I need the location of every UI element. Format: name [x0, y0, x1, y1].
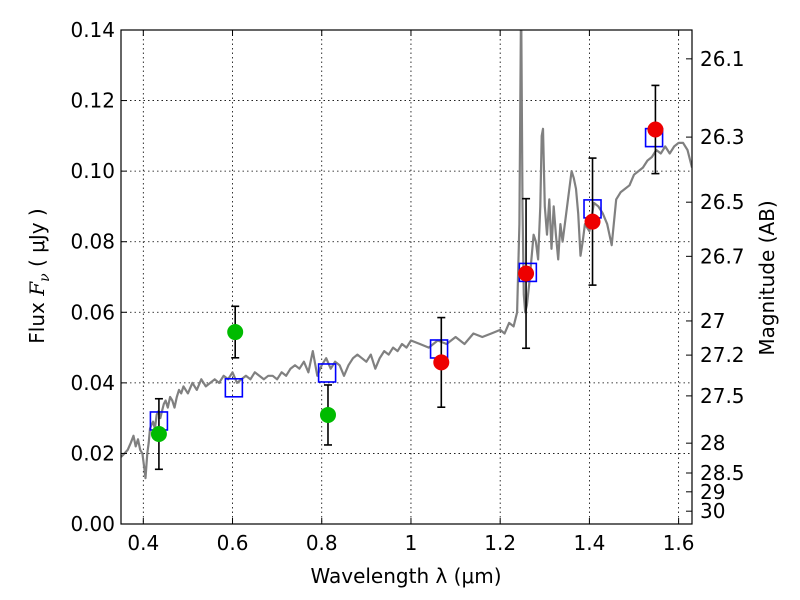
y-tick-label: 0.06	[70, 300, 115, 324]
mag-tick-label: 26.7	[700, 244, 745, 268]
observed-nir-point	[647, 121, 664, 138]
y-tick-label: 0.12	[70, 89, 115, 113]
x-tick-label: 0.6	[217, 531, 249, 555]
observed-optical-point	[227, 324, 244, 341]
sed-line	[121, 30, 692, 480]
observed-optical-point	[150, 426, 167, 443]
y-tick-label: 0.10	[70, 159, 115, 183]
mag-tick-label: 28	[700, 431, 725, 455]
data-series	[121, 30, 692, 480]
y-tick-label: 0.00	[70, 512, 115, 536]
y-axis-label-subscript: ν	[37, 273, 53, 282]
x-tick-label: 0.8	[306, 531, 338, 555]
y-axis-label: Flux Fν ( μJy )	[25, 208, 53, 343]
grid-lines	[121, 30, 692, 524]
observed-nir-point	[433, 354, 450, 371]
mag-tick-label: 27	[700, 309, 725, 333]
observed-nir-point	[518, 265, 535, 282]
observed-nir-point	[584, 213, 601, 230]
axis-ticks: 0.4 0.6 0.8 1 1.2 1.4 1.6 0.00 0.02 0.04 0.06 0.08 0…	[70, 18, 744, 555]
mag-tick-label: 26.3	[700, 125, 745, 149]
y-axis-label-unit: ( μJy )	[25, 208, 49, 273]
y-axis-label-text: Flux	[25, 296, 49, 344]
x-tick-label: 1.6	[663, 531, 695, 555]
y-tick-label: 0.08	[70, 230, 115, 254]
x-tick-label: 1.4	[573, 531, 605, 555]
mag-tick-label: 29	[700, 480, 725, 504]
x-tick-label: 0.4	[127, 531, 159, 555]
mag-tick-label: 27.5	[700, 384, 745, 408]
x-axis-label: Wavelength λ (μm)	[310, 564, 501, 588]
plot-frame	[120, 29, 693, 525]
mag-tick-label: 26.5	[700, 190, 745, 214]
model-square-point	[224, 377, 244, 398]
y-tick-label: 0.02	[70, 441, 115, 465]
mag-tick-label: 26.1	[700, 47, 745, 71]
y2-axis-label: Magnitude (AB)	[755, 200, 779, 355]
x-tick-label: 1.2	[484, 531, 516, 555]
y-tick-label: 0.04	[70, 371, 115, 395]
mag-tick-label: 30	[700, 499, 725, 523]
y-axis-label-symbol: F	[25, 281, 49, 297]
y-tick-label: 0.14	[70, 18, 115, 42]
mag-tick-label: 27.2	[700, 343, 745, 367]
x-tick-label: 1	[405, 531, 418, 555]
mag-tick-label: 28.5	[700, 461, 745, 485]
model-square-point	[317, 363, 337, 383]
observed-optical-point	[319, 406, 336, 423]
